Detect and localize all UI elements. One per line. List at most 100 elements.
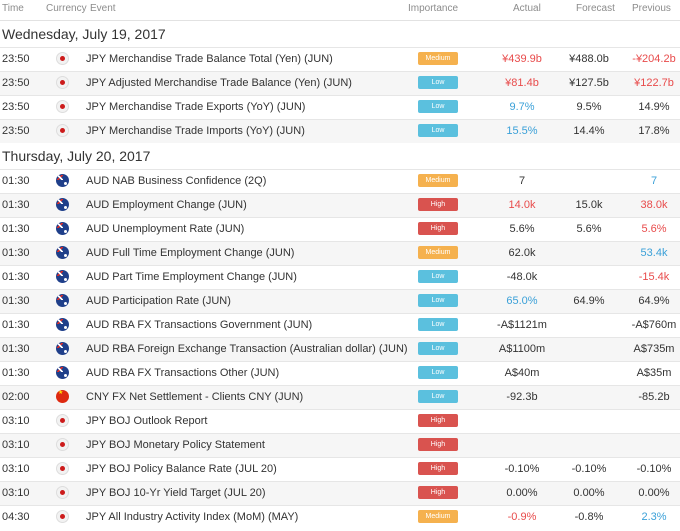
column-time[interactable]: Time — [2, 3, 24, 14]
event-row[interactable]: 23:50 JPY Merchandise Trade Imports (YoY)… — [0, 119, 680, 143]
japan-flag-icon — [56, 52, 69, 65]
currency-flag — [56, 124, 69, 137]
event-row[interactable]: 01:30 AUD Full Time Employment Change (JU… — [0, 241, 680, 265]
importance-badge: Medium — [418, 174, 458, 187]
actual-value: 0.00% — [506, 487, 538, 499]
previous-value: 53.4k — [640, 247, 668, 259]
event-name: JPY BOJ Outlook Report — [86, 415, 208, 427]
event-name: AUD RBA FX Transactions Government (JUN) — [86, 319, 313, 331]
event-time: 01:30 — [2, 367, 30, 379]
event-row[interactable]: 01:30 AUD Unemployment Rate (JUN) High 5.6%… — [0, 217, 680, 241]
event-row[interactable]: 01:30 AUD RBA FX Transactions Government … — [0, 313, 680, 337]
economic-calendar: Wednesday, July 19, 2017 23:50 JPY Merchan… — [0, 21, 680, 529]
event-time: 23:50 — [2, 101, 30, 113]
event-time: 01:30 — [2, 343, 30, 355]
australia-flag-icon — [56, 222, 69, 235]
importance-badge: Low — [418, 100, 458, 113]
previous-value: 7 — [650, 175, 658, 187]
event-row[interactable]: 23:50 JPY Merchandise Trade Balance Total… — [0, 47, 680, 71]
event-row[interactable]: 23:50 JPY Adjusted Merchandise Trade Bala… — [0, 71, 680, 95]
event-row[interactable]: 03:10 JPY BOJ 10-Yr Yield Target (JUL 20)… — [0, 481, 680, 505]
importance-badge: High — [418, 222, 458, 235]
actual-value: -0.10% — [504, 463, 540, 475]
event-name: JPY Merchandise Trade Balance Total (Yen… — [86, 53, 333, 65]
column-event[interactable]: Event — [90, 3, 116, 14]
actual-value: ¥81.4b — [505, 77, 539, 89]
column-importance[interactable]: Importance — [408, 3, 459, 14]
importance-badge: High — [418, 414, 458, 427]
column-actual[interactable]: Actual — [513, 3, 541, 14]
previous-value: ¥122.7b — [634, 77, 674, 89]
previous-value: 0.00% — [638, 487, 670, 499]
importance-badge: Medium — [418, 52, 458, 65]
importance-badge: Low — [418, 366, 458, 379]
actual-value: -92.3b — [506, 391, 538, 403]
currency-flag — [56, 342, 69, 355]
forecast-value: ¥488.0b — [569, 53, 609, 65]
event-name: JPY Merchandise Trade Exports (YoY) (JUN… — [86, 101, 306, 113]
event-time: 03:10 — [2, 439, 30, 451]
japan-flag-icon — [56, 486, 69, 499]
japan-flag-icon — [56, 414, 69, 427]
event-row[interactable]: 23:50 JPY Merchandise Trade Exports (YoY)… — [0, 95, 680, 119]
event-row[interactable]: 03:10 JPY BOJ Outlook Report High — [0, 409, 680, 433]
importance-badge: High — [418, 486, 458, 499]
importance-badge: High — [418, 198, 458, 211]
currency-flag — [56, 462, 69, 475]
australia-flag-icon — [56, 198, 69, 211]
column-currency[interactable]: Currency — [46, 3, 87, 14]
currency-flag — [56, 318, 69, 331]
previous-value: 14.9% — [638, 101, 670, 113]
event-row[interactable]: 01:30 AUD RBA FX Transactions Other (JUN)… — [0, 361, 680, 385]
australia-flag-icon — [56, 270, 69, 283]
event-time: 01:30 — [2, 271, 30, 283]
previous-value: A$735m — [633, 343, 675, 355]
importance-badge: Low — [418, 342, 458, 355]
currency-flag — [56, 366, 69, 379]
japan-flag-icon — [56, 76, 69, 89]
event-name: AUD Full Time Employment Change (JUN) — [86, 247, 295, 259]
actual-value: 62.0k — [508, 247, 536, 259]
event-row[interactable]: 01:30 AUD RBA Foreign Exchange Transactio… — [0, 337, 680, 361]
australia-flag-icon — [56, 342, 69, 355]
event-time: 01:30 — [2, 247, 30, 259]
event-name: AUD Unemployment Rate (JUN) — [86, 223, 245, 235]
event-row[interactable]: 03:10 JPY BOJ Monetary Policy Statement Hi… — [0, 433, 680, 457]
actual-value: ¥439.9b — [502, 53, 542, 65]
event-name: AUD Participation Rate (JUN) — [86, 295, 231, 307]
importance-badge: Medium — [418, 246, 458, 259]
event-name: JPY BOJ Policy Balance Rate (JUL 20) — [86, 463, 277, 475]
event-row[interactable]: 01:30 AUD Participation Rate (JUN) Low 65.0… — [0, 289, 680, 313]
event-row[interactable]: 03:10 JPY BOJ Policy Balance Rate (JUL 20… — [0, 457, 680, 481]
event-row[interactable]: 01:30 AUD Employment Change (JUN) High 14.0… — [0, 193, 680, 217]
importance-badge: Low — [418, 318, 458, 331]
importance-badge: Low — [418, 76, 458, 89]
previous-value: 5.6% — [641, 223, 667, 235]
actual-value: A$1100m — [498, 343, 546, 355]
forecast-value: 14.4% — [573, 125, 605, 137]
event-row[interactable]: 01:30 AUD NAB Business Confidence (2Q) Med… — [0, 169, 680, 193]
table-header: Time Currency Event Importance Actual Fo… — [0, 0, 680, 21]
column-forecast[interactable]: Forecast — [576, 3, 615, 14]
event-row[interactable]: 02:00 CNY FX Net Settlement - Clients CNY… — [0, 385, 680, 409]
event-row[interactable]: 01:30 AUD Part Time Employment Change (JU… — [0, 265, 680, 289]
previous-value: A$35m — [636, 367, 672, 379]
actual-value: A$40m — [504, 367, 540, 379]
currency-flag — [56, 414, 69, 427]
forecast-value: 5.6% — [576, 223, 602, 235]
previous-value: -85.2b — [638, 391, 670, 403]
event-name: AUD RBA Foreign Exchange Transaction (Au… — [86, 343, 408, 355]
actual-value: -0.9% — [507, 511, 537, 523]
australia-flag-icon — [56, 366, 69, 379]
currency-flag — [56, 389, 69, 403]
event-time: 03:10 — [2, 487, 30, 499]
column-previous[interactable]: Previous — [632, 3, 671, 14]
event-time: 04:30 — [2, 511, 30, 523]
event-name: JPY Merchandise Trade Imports (YoY) (JUN… — [86, 125, 305, 137]
event-time: 03:10 — [2, 415, 30, 427]
forecast-value: -0.10% — [571, 463, 607, 475]
event-row[interactable]: 04:30 JPY All Industry Activity Index (Mo… — [0, 505, 680, 529]
importance-badge: Medium — [418, 510, 458, 523]
previous-value: 17.8% — [638, 125, 670, 137]
japan-flag-icon — [56, 124, 69, 137]
